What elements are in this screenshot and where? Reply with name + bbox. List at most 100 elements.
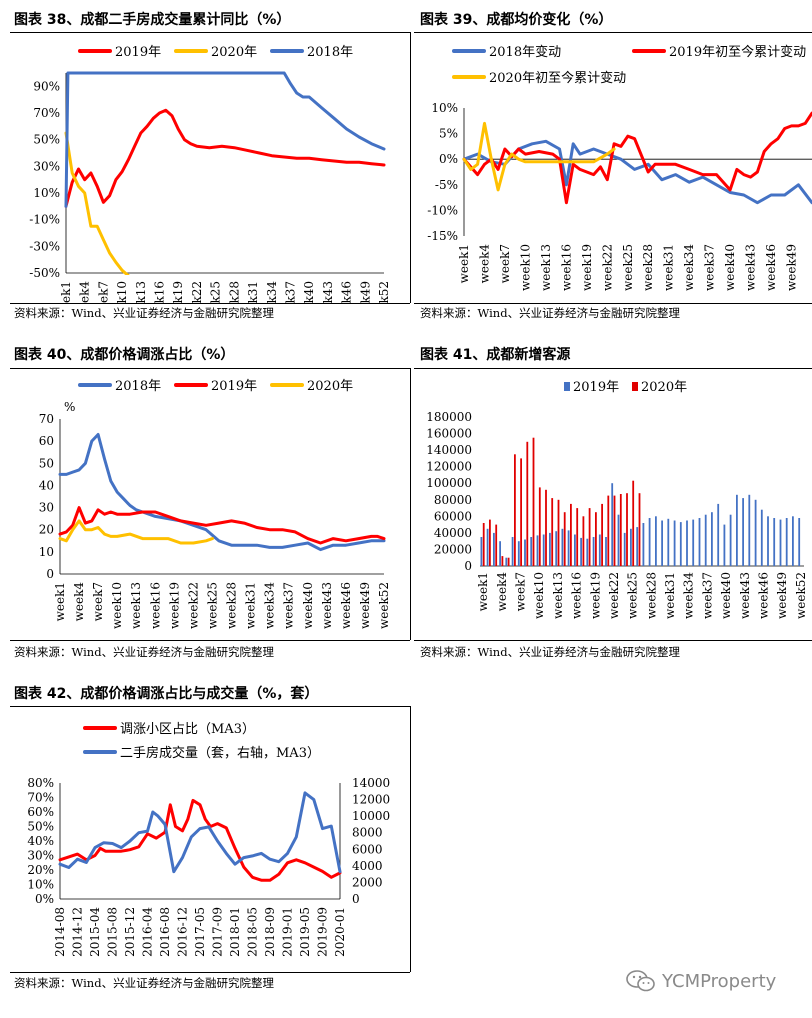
x-tick-label: week52	[377, 582, 391, 629]
y-tick-label: 30%	[33, 159, 60, 173]
x-tick-label: week22	[607, 572, 621, 619]
y-tick-label: 10%	[33, 186, 60, 200]
chart38: -50% -30% -10% 10% 30% 50% 70% 90% week1 week4 wee…	[10, 33, 410, 303]
legend-label: 2020年	[641, 380, 687, 395]
y2-tick-label: 4000	[352, 859, 383, 873]
x-tick-label: week4	[495, 572, 509, 612]
x-tick-label: week22	[190, 281, 204, 303]
watermark: YCMProperty	[626, 970, 776, 992]
series-line	[462, 111, 812, 205]
x-tick-label: week13	[129, 582, 143, 629]
source-note: 资料来源：Wind、兴业证券经济与金融研究院整理	[14, 976, 275, 990]
source-note: 资料来源：Wind、兴业证券经济与金融研究院整理	[420, 306, 681, 320]
y-tick-label: -30%	[29, 239, 60, 253]
panel-bottom-border	[10, 640, 410, 641]
bar	[598, 534, 601, 566]
bar	[767, 516, 769, 566]
x-tick-label: week34	[682, 572, 696, 619]
chart38-title: 图表 38、成都二手房成交量累计同比（%）	[14, 12, 291, 28]
bar	[711, 512, 713, 566]
x-tick-label: week40	[301, 582, 315, 629]
panel-top-border	[10, 32, 410, 33]
bar	[704, 514, 707, 566]
bar	[530, 537, 533, 566]
bar	[792, 516, 794, 566]
panel-top-border	[10, 368, 410, 369]
x-tick-label: week25	[209, 281, 223, 303]
legend-label: 2018年	[307, 45, 353, 60]
x-tick-label: week10	[110, 582, 124, 629]
legend-swatch	[632, 382, 638, 391]
bar	[549, 532, 551, 566]
y-tick-label: 0	[464, 559, 472, 573]
bar	[505, 557, 508, 566]
series-line	[462, 139, 812, 205]
bar	[511, 537, 514, 566]
x-tick-label: week37	[700, 572, 714, 619]
y-tick-label: 40%	[27, 834, 54, 848]
x-tick-label: week22	[186, 582, 200, 629]
bar	[736, 494, 738, 566]
y-tick-label: 60	[39, 434, 54, 448]
x-tick-label: week1	[59, 281, 73, 303]
x-tick-label: week7	[91, 582, 105, 621]
bar	[760, 509, 763, 566]
x-tick-label: week16	[153, 281, 167, 303]
x-tick-label: 2014-08	[53, 907, 67, 957]
bar	[613, 495, 616, 566]
y-tick-label: -10%	[29, 213, 60, 227]
series-line	[64, 108, 386, 208]
x-tick-label: week43	[738, 572, 752, 619]
x-tick-label: week43	[321, 281, 335, 303]
y2-tick-label: 12000	[352, 793, 390, 807]
bar	[667, 518, 670, 566]
bar	[563, 512, 566, 566]
legend-swatch	[564, 382, 570, 391]
bar	[601, 503, 603, 566]
x-tick-label: 2019-01	[281, 907, 295, 957]
x-tick-label: week7	[498, 244, 512, 283]
bar	[514, 454, 516, 567]
chart41: 0 20000 40000 60000 80000 100000 120000 140000 1…	[414, 369, 812, 640]
y2-tick-label: 2000	[352, 875, 383, 889]
x-tick-label: week19	[171, 281, 185, 303]
x-tick-label: week19	[580, 244, 594, 291]
panel-divider	[410, 368, 411, 640]
bar	[698, 518, 701, 566]
bar	[545, 489, 547, 566]
x-tick-label: week25	[205, 582, 219, 629]
series-line	[58, 519, 214, 545]
x-tick-label: week52	[794, 572, 808, 619]
y-tick-label: 80%	[27, 776, 54, 790]
bar	[742, 498, 744, 566]
x-tick-label: week25	[626, 572, 640, 619]
series-line	[58, 433, 386, 552]
chart40: 0 10 20 30 40 50 60 70% week1 week4 week7 week10 wee…	[10, 369, 410, 640]
x-tick-label: week49	[358, 281, 372, 303]
bar	[495, 524, 498, 566]
source-note: 资料来源：Wind、兴业证券经济与金融研究院整理	[14, 645, 275, 659]
series-line	[58, 506, 386, 545]
y-axis-label: %	[64, 400, 75, 414]
bar	[779, 519, 782, 566]
x-tick-label: week13	[551, 572, 565, 619]
bar	[592, 537, 595, 566]
y-tick-label: 20000	[434, 542, 472, 556]
bar	[617, 514, 620, 566]
legend-label: 2020年	[307, 379, 353, 394]
bar	[673, 520, 676, 566]
x-tick-label: week13	[539, 244, 553, 291]
series-line	[58, 798, 342, 882]
y-tick-label: 60000	[434, 509, 472, 523]
y-tick-label: 160000	[426, 427, 472, 441]
bar	[580, 537, 582, 566]
x-tick-label: week7	[514, 572, 528, 611]
x-tick-label: week46	[340, 281, 354, 303]
series-line	[462, 121, 616, 192]
y-tick-label: 0%	[439, 152, 458, 166]
bar	[507, 557, 510, 566]
chart41-title: 图表 41、成都新增客源	[420, 347, 571, 363]
legend-label: 2020年	[211, 45, 257, 60]
y-tick-label: 30	[39, 501, 54, 515]
bar	[773, 518, 776, 566]
